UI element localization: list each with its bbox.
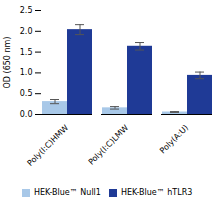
html-text:HEK-Blue™ Null1: HEK-Blue™ Null1 xyxy=(34,188,101,197)
html-text:HEK-Blue™ hTLR3: HEK-Blue™ hTLR3 xyxy=(120,188,193,197)
svg-text:1.5: 1.5 xyxy=(20,48,33,57)
svg-text:1.0: 1.0 xyxy=(20,68,33,77)
svg-text:0.0: 0.0 xyxy=(20,110,33,119)
svg-text:Poly(I:C)HMW: Poly(I:C)HMW xyxy=(26,123,71,168)
svg-text:2.5: 2.5 xyxy=(20,6,33,15)
svg-text:Poly(I:C)LMW: Poly(I:C)LMW xyxy=(87,123,131,167)
svg-text:2.0: 2.0 xyxy=(20,27,33,36)
svg-text:Poly(A:U): Poly(A:U) xyxy=(158,123,190,155)
svg-text:0.5: 0.5 xyxy=(20,89,33,98)
svg-text:OD (650 nm): OD (650 nm) xyxy=(3,37,12,89)
